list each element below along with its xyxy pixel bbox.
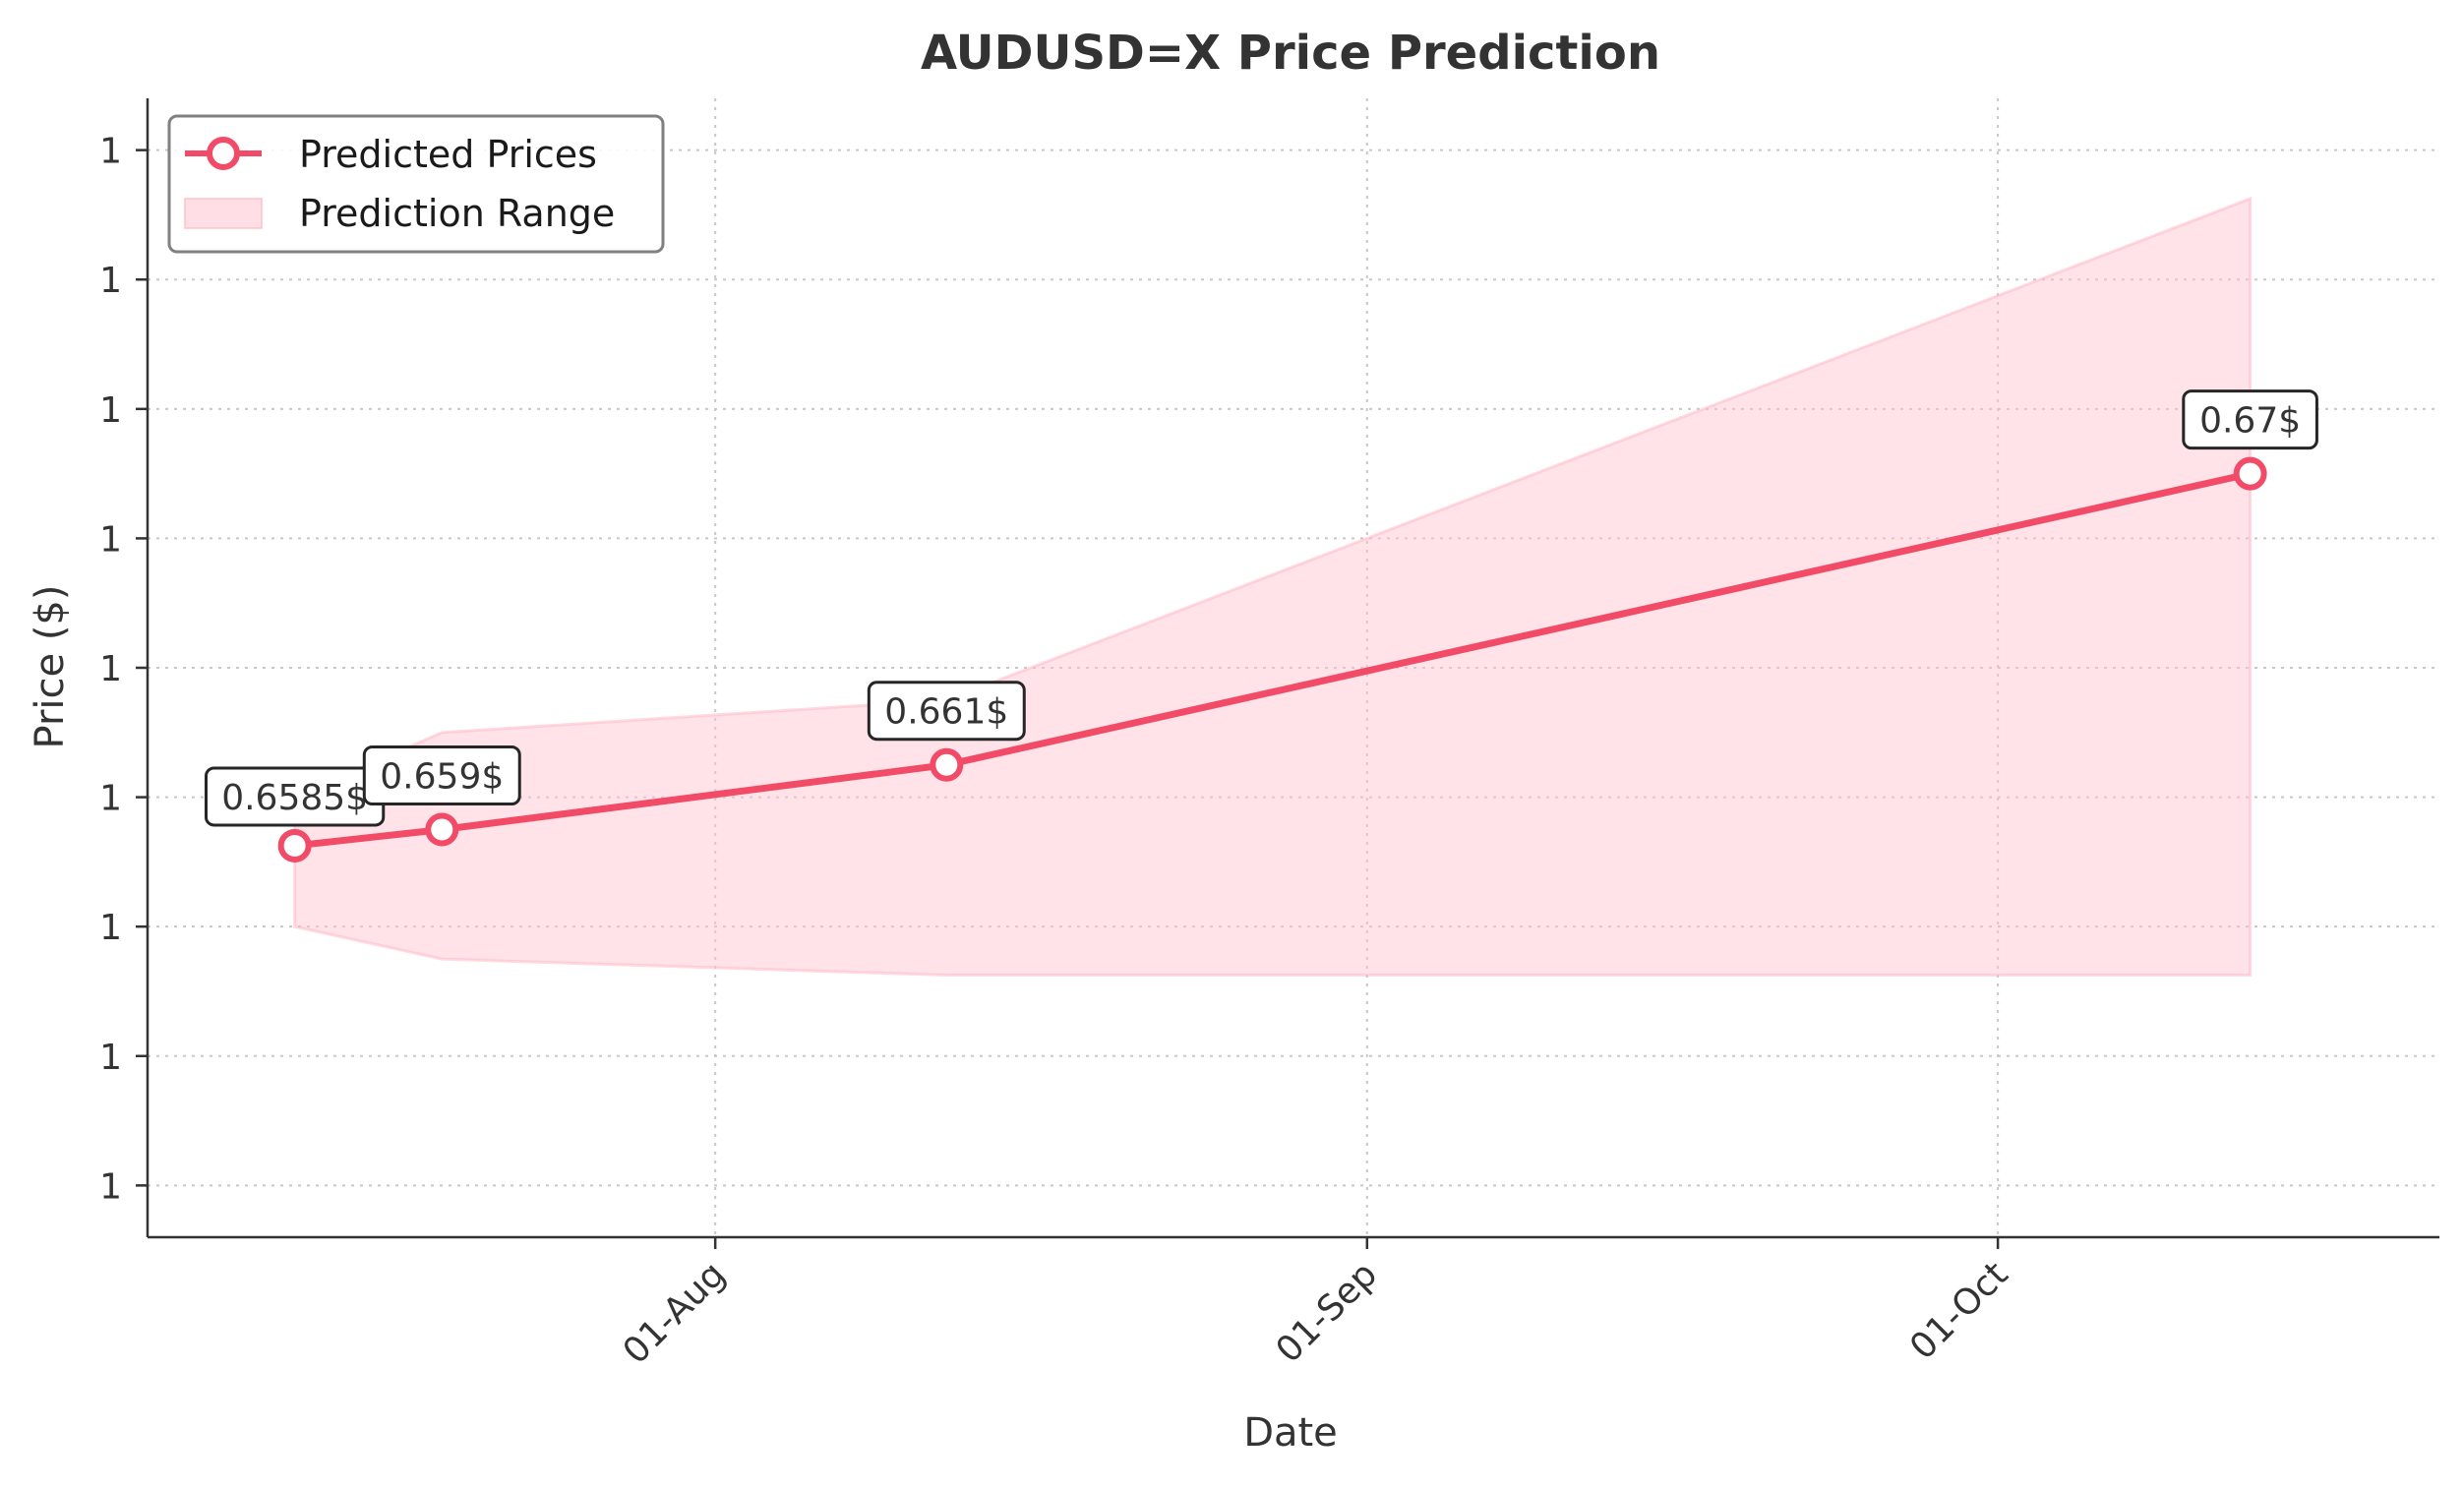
y-tick-label-0: 1 xyxy=(99,1166,122,1207)
annotation-0: 0.6585$ xyxy=(205,766,386,827)
annotation-label-0: 0.6585$ xyxy=(221,778,368,818)
annotation-2: 0.661$ xyxy=(867,681,1026,742)
y-tick-label-3: 1 xyxy=(99,779,122,819)
legend-area-swatch xyxy=(184,198,263,229)
legend-label-predicted-prices: Predicted Prices xyxy=(299,133,597,176)
y-tick-label-4: 1 xyxy=(99,649,122,689)
y-tick-label-7: 1 xyxy=(99,261,122,301)
prediction-range-band xyxy=(293,196,2253,978)
annotation-label-1: 0.659$ xyxy=(380,756,504,797)
legend-label-prediction-range: Prediction Range xyxy=(299,192,615,235)
annotation-label-2: 0.661$ xyxy=(884,692,1008,733)
legend-frame xyxy=(167,114,665,254)
chart-title: AUDUSD=X Price Prediction xyxy=(921,26,1660,81)
prediction-range-area xyxy=(293,196,2253,978)
data-point-marker-1 xyxy=(425,812,459,847)
y-tick-label-1: 1 xyxy=(99,1038,122,1078)
annotation-label-3: 0.67$ xyxy=(2199,401,2301,442)
y-tick-label-2: 1 xyxy=(99,908,122,948)
annotations: 0.6585$ 0.659$ 0.661$ 0.67$ xyxy=(205,389,2318,827)
predicted-prices-path xyxy=(291,470,2254,850)
y-tick-label-8: 1 xyxy=(99,132,122,172)
data-point-marker-2 xyxy=(930,747,964,782)
annotation-1: 0.659$ xyxy=(362,744,521,805)
x-axis-label: Date xyxy=(1243,1410,1338,1456)
annotation-3: 0.67$ xyxy=(2182,389,2318,450)
y-tick-label-6: 1 xyxy=(99,390,122,431)
legend: Predicted Prices Prediction Range xyxy=(167,114,665,254)
annotation-box-1 xyxy=(362,744,521,805)
y-tick-label-5: 1 xyxy=(99,519,122,560)
data-point-marker-0 xyxy=(277,828,312,863)
legend-marker-swatch xyxy=(207,137,240,170)
predicted-prices-line xyxy=(277,456,2267,863)
data-point-marker-3 xyxy=(2233,456,2267,491)
annotation-box-2 xyxy=(867,681,1026,742)
annotation-box-3 xyxy=(2182,389,2318,450)
y-axis-ticks: 1 1 1 1 1 1 1 1 1 xyxy=(99,132,148,1207)
y-axis-label: Price ($) xyxy=(28,585,73,749)
